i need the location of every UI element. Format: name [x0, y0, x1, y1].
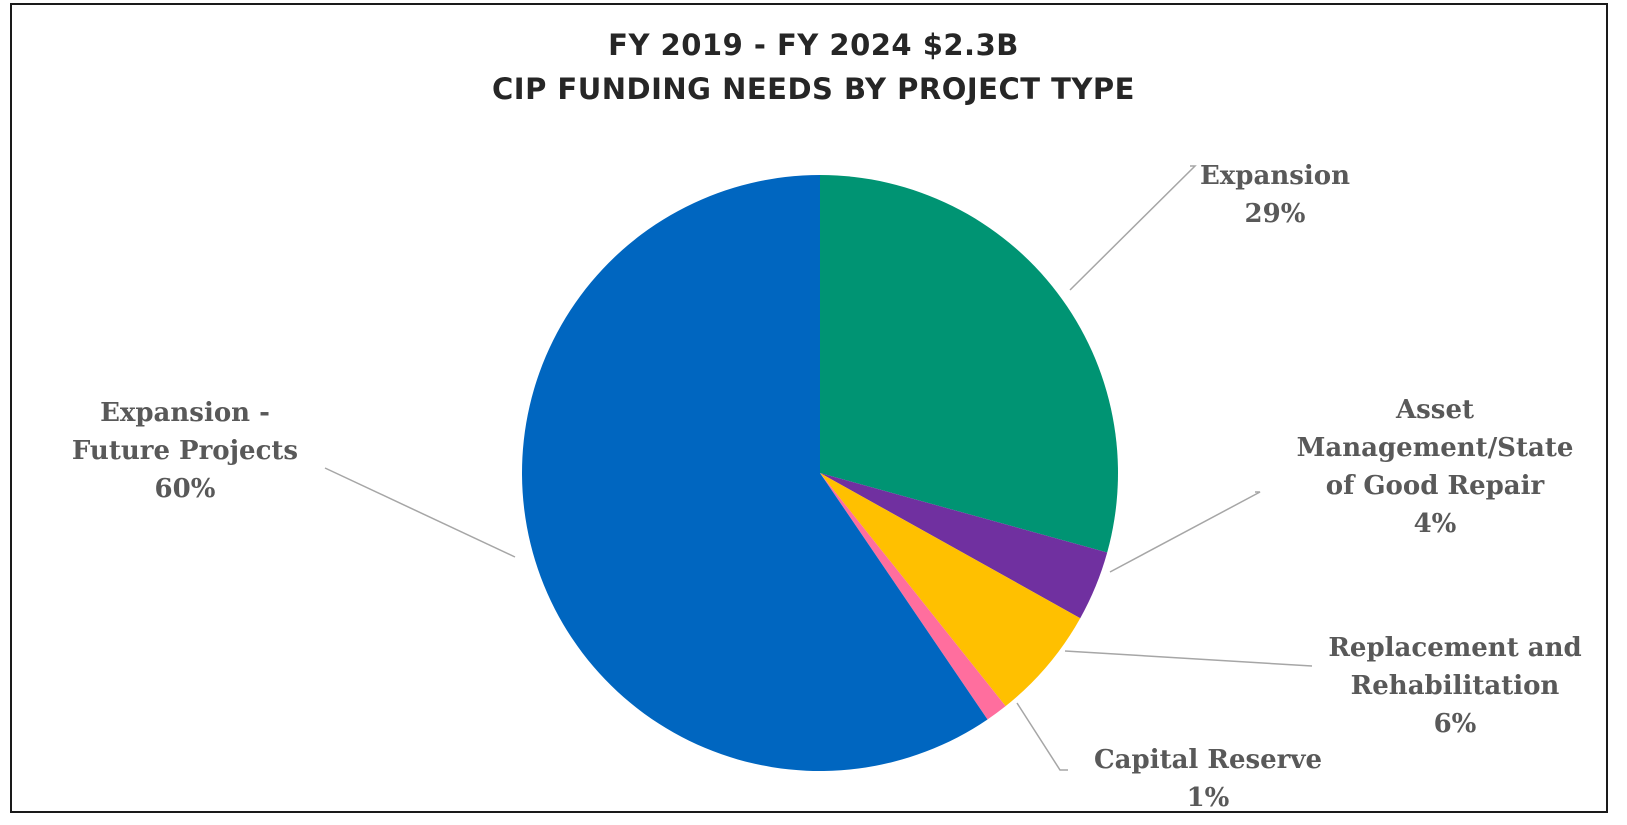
slice-percent-label: 6%: [1434, 709, 1477, 739]
leader-line: [324, 467, 516, 558]
chart-subtitle: CIP FUNDING NEEDS BY PROJECT TYPE: [492, 72, 1135, 106]
slice-name-label: Asset: [1395, 395, 1474, 425]
pie-slice-expansion: [820, 175, 1118, 553]
slice-label: Asset Management/State of Good Repair 4%: [1297, 395, 1574, 539]
pie-slice-asset-management-state-of-good-repair: [820, 473, 1108, 619]
slice-name-label: Capital Reserve: [1094, 745, 1322, 775]
slice-name-label: Future Projects: [72, 436, 298, 466]
chart-title: FY 2019 - FY 2024 $2.3B: [608, 28, 1019, 62]
slice-percent-label: 4%: [1414, 509, 1457, 539]
slice-label: Capital Reserve 1%: [1094, 745, 1322, 813]
slice-name-label: Expansion: [1200, 161, 1350, 191]
leader-line: [1016, 702, 1068, 771]
pie-slices: [522, 175, 1118, 771]
slice-label: Expansion - Future Projects 60%: [72, 398, 298, 504]
pie-slice-expansion-future-projects: [522, 175, 988, 771]
slice-percent-label: 29%: [1245, 199, 1306, 229]
slice-name-label: of Good Repair: [1326, 471, 1545, 501]
leader-line: [1064, 650, 1313, 667]
pie-slice-capital-reserve: [820, 473, 1006, 720]
slice-label: Expansion 29%: [1200, 161, 1350, 229]
slice-percent-label: 1%: [1187, 783, 1230, 813]
slice-label: Replacement and Rehabilitation 6%: [1328, 633, 1581, 739]
leader-line: [1069, 165, 1197, 291]
slice-name-label: Rehabilitation: [1351, 671, 1560, 701]
slice-name-label: Replacement and: [1328, 633, 1581, 663]
leader-line: [1109, 491, 1261, 573]
leader-lines: [324, 165, 1313, 771]
slice-name-label: Expansion -: [100, 398, 270, 428]
pie-slice-replacement-and-rehabilitation: [820, 473, 1081, 707]
slice-labels: Expansion 29% Asset Management/State of Good…: [72, 161, 1582, 813]
slice-name-label: Management/State: [1297, 433, 1574, 463]
slice-percent-label: 60%: [155, 474, 216, 504]
